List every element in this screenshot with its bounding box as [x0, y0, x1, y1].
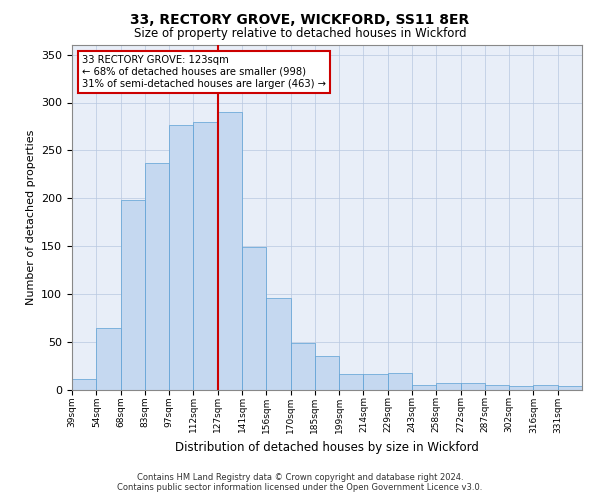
Bar	[436, 384, 461, 390]
Bar	[339, 374, 364, 390]
Bar	[509, 386, 533, 390]
Bar	[558, 386, 582, 390]
Bar	[121, 200, 145, 390]
Y-axis label: Number of detached properties: Number of detached properties	[26, 130, 35, 305]
Bar	[533, 385, 558, 390]
Bar	[96, 328, 121, 390]
Bar	[290, 343, 315, 390]
Bar	[72, 378, 96, 390]
Bar	[266, 298, 290, 390]
Text: Contains HM Land Registry data © Crown copyright and database right 2024.
Contai: Contains HM Land Registry data © Crown c…	[118, 473, 482, 492]
Bar	[218, 112, 242, 390]
Bar	[485, 385, 509, 390]
Bar	[145, 163, 169, 390]
Bar	[461, 384, 485, 390]
X-axis label: Distribution of detached houses by size in Wickford: Distribution of detached houses by size …	[175, 441, 479, 454]
Bar	[364, 374, 388, 390]
Text: 33, RECTORY GROVE, WICKFORD, SS11 8ER: 33, RECTORY GROVE, WICKFORD, SS11 8ER	[130, 12, 470, 26]
Text: 33 RECTORY GROVE: 123sqm
← 68% of detached houses are smaller (998)
31% of semi-: 33 RECTORY GROVE: 123sqm ← 68% of detach…	[82, 56, 326, 88]
Bar	[242, 247, 266, 390]
Bar	[169, 124, 193, 390]
Bar	[315, 356, 339, 390]
Bar	[412, 385, 436, 390]
Text: Size of property relative to detached houses in Wickford: Size of property relative to detached ho…	[134, 28, 466, 40]
Bar	[193, 122, 218, 390]
Bar	[388, 373, 412, 390]
